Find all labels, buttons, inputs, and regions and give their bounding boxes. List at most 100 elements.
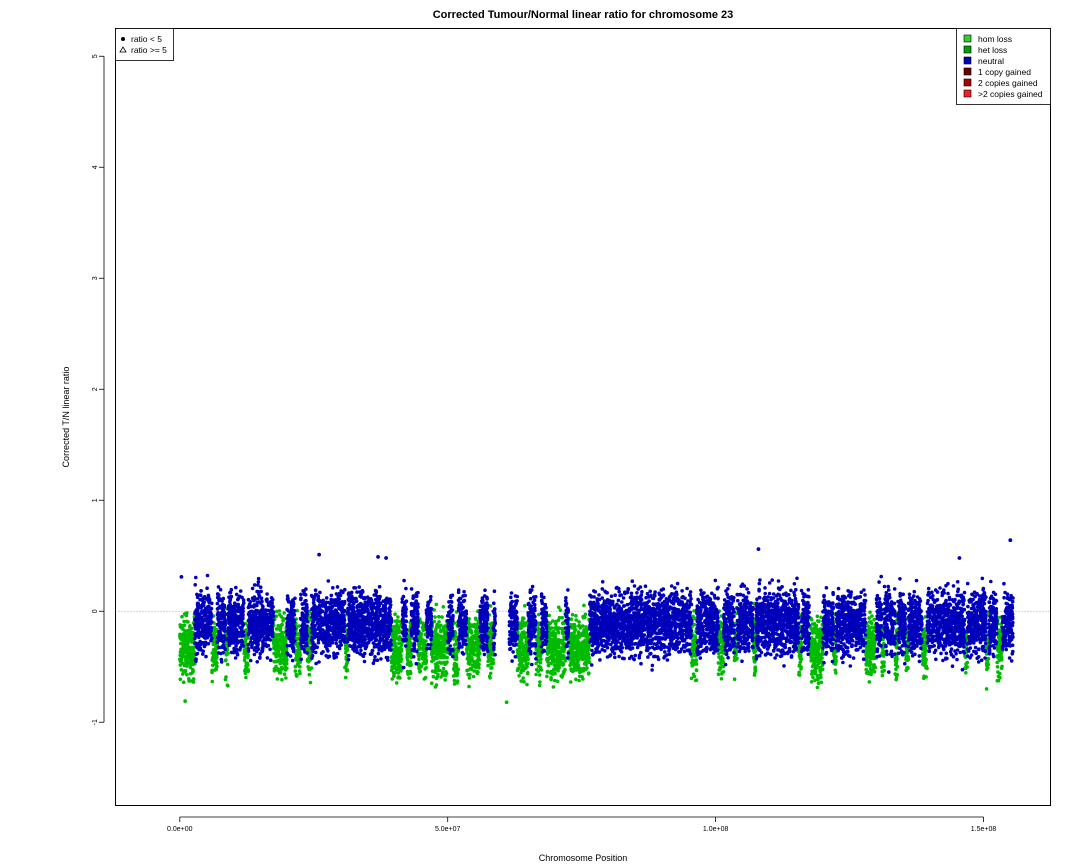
data-point — [586, 671, 591, 676]
data-point — [389, 668, 394, 673]
data-point — [420, 640, 424, 644]
data-point — [305, 619, 310, 624]
data-point — [310, 656, 314, 660]
data-point — [181, 651, 185, 655]
data-point — [229, 636, 233, 641]
data-point — [719, 677, 724, 681]
data-point — [882, 660, 886, 664]
data-point — [538, 654, 542, 658]
data-point — [215, 640, 220, 644]
data-point — [689, 676, 694, 681]
data-point — [444, 670, 448, 674]
data-point — [396, 615, 400, 619]
data-point — [201, 596, 205, 601]
data-point — [395, 623, 399, 627]
data-point — [486, 659, 491, 663]
data-point — [691, 661, 695, 665]
data-point — [216, 617, 220, 622]
data-point — [285, 643, 290, 648]
data-point — [984, 687, 989, 691]
data-point — [275, 667, 279, 671]
data-point — [252, 652, 257, 657]
data-point — [867, 680, 872, 684]
data-point — [215, 601, 220, 606]
data-point — [252, 583, 257, 587]
data-point — [443, 655, 447, 659]
data-point — [553, 621, 558, 625]
data-point — [185, 628, 190, 633]
data-point — [569, 617, 574, 621]
data-point — [417, 636, 422, 641]
data-point — [280, 650, 285, 654]
data-point — [409, 642, 413, 647]
data-point — [534, 661, 538, 666]
data-point — [573, 624, 577, 629]
data-point — [197, 613, 201, 618]
data-point — [290, 627, 295, 631]
data-point — [473, 634, 478, 639]
data-point — [551, 642, 555, 647]
data-point — [327, 600, 331, 605]
data-point — [195, 603, 200, 607]
data-point — [208, 610, 213, 615]
data-point — [260, 646, 265, 650]
data-point — [233, 656, 238, 660]
data-point — [440, 615, 444, 619]
data-point — [433, 670, 438, 675]
data-point — [318, 624, 323, 629]
data-point — [536, 637, 540, 642]
data-point — [336, 602, 341, 607]
data-point — [894, 677, 898, 682]
data-point — [570, 612, 575, 617]
data-point — [921, 659, 925, 663]
data-point — [334, 618, 338, 622]
data-point — [202, 631, 207, 636]
data-point — [437, 620, 441, 624]
data-point — [435, 675, 440, 679]
data-point — [231, 639, 236, 644]
data-point — [290, 609, 294, 614]
data-point — [555, 645, 560, 649]
data-point — [965, 660, 970, 665]
data-point — [538, 680, 542, 684]
data-point — [265, 592, 269, 596]
data-point — [476, 654, 481, 659]
data-point — [866, 624, 870, 628]
data-point — [809, 680, 814, 684]
data-point — [260, 649, 264, 654]
data-point — [303, 635, 308, 640]
data-point — [282, 672, 287, 676]
data-point — [232, 622, 237, 626]
data-point — [260, 609, 264, 613]
data-point — [691, 672, 696, 676]
data-point — [298, 637, 303, 642]
data-point — [405, 649, 410, 654]
data-point — [229, 613, 233, 617]
data-point — [323, 612, 328, 617]
data-point — [815, 650, 820, 655]
data-point — [188, 633, 192, 638]
data-point — [390, 655, 395, 660]
data-point — [816, 644, 820, 648]
data-point — [276, 641, 280, 646]
data-point — [239, 618, 243, 622]
data-point — [870, 614, 874, 618]
data-point — [248, 599, 253, 604]
data-point — [580, 641, 585, 646]
data-point — [558, 640, 562, 645]
data-point — [291, 646, 296, 650]
data-point — [432, 642, 437, 646]
data-point — [546, 650, 550, 655]
data-point — [313, 650, 318, 655]
data-point — [268, 647, 272, 652]
data-point — [558, 608, 563, 612]
data-point — [181, 672, 185, 676]
data-point — [818, 673, 823, 677]
data-point — [191, 677, 196, 681]
data-point — [922, 633, 927, 638]
data-point — [179, 647, 183, 652]
data-point — [551, 651, 555, 655]
data-point — [572, 664, 576, 668]
data-point — [335, 631, 339, 635]
data-point — [812, 637, 817, 642]
